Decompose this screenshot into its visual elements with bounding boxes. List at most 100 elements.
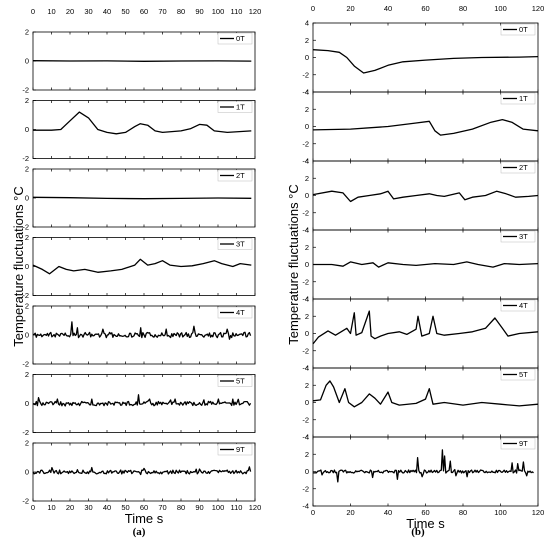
subplot-1T: -4 -2 0 2 4 1T xyxy=(302,88,539,166)
y-axis-title: Temperature fluctuations °C xyxy=(286,184,301,345)
y-tick-label: 0 xyxy=(305,329,309,338)
x-tick-label: 110 xyxy=(231,503,243,512)
series-line-0T xyxy=(312,49,539,74)
series-line-1T xyxy=(33,111,252,135)
x-axis-title: Time s xyxy=(406,516,445,531)
top-x-tick-label: 90 xyxy=(195,7,203,16)
legend-label: 2T xyxy=(236,171,245,180)
y-tick-label: 2 xyxy=(25,96,29,105)
legend-box xyxy=(217,32,253,45)
subplot-2T: -2 0 2 2T xyxy=(22,165,256,232)
legend-label: 2T xyxy=(519,163,528,172)
legend-box xyxy=(500,23,536,36)
x-tick-label: 20 xyxy=(66,503,74,512)
y-tick-label: -2 xyxy=(22,428,29,437)
y-tick-label: 0 xyxy=(25,468,29,477)
top-x-tick-label: 0 xyxy=(311,4,315,13)
y-tick-label: -2 xyxy=(22,86,29,95)
y-tick-label: 4 xyxy=(305,226,309,235)
y-tick-label: 4 xyxy=(305,19,309,28)
y-tick-label: 2 xyxy=(305,36,309,45)
top-x-tick-label: 0 xyxy=(31,7,35,16)
y-tick-label: -4 xyxy=(302,295,309,304)
y-tick-label: 0 xyxy=(25,125,29,134)
legend-box xyxy=(217,169,253,182)
x-tick-label: 100 xyxy=(494,508,507,517)
y-tick-label: 2 xyxy=(305,381,309,390)
y-tick-label: 0 xyxy=(25,262,29,271)
y-tick-label: -2 xyxy=(22,223,29,232)
legend-label: 0T xyxy=(519,25,528,34)
legend-box xyxy=(217,101,253,113)
y-tick-label: 2 xyxy=(25,302,29,311)
x-tick-label: 80 xyxy=(459,508,467,517)
y-tick-label: -4 xyxy=(302,226,309,235)
chart-panel-a: 0 10 20 30 40 50 60 70 80 90 100 110 120-2020T-2021T… xyxy=(11,7,261,538)
series-line-9T xyxy=(313,449,534,483)
y-tick-label: -2 xyxy=(302,277,309,286)
y-tick-label: 2 xyxy=(25,439,29,448)
legend-box xyxy=(217,238,253,250)
legend-label: 5T xyxy=(236,377,245,386)
legend-label: 1T xyxy=(236,103,245,112)
y-tick-label: 2 xyxy=(305,450,309,459)
y-tick-label: 0 xyxy=(305,260,309,269)
y-tick-label: 2 xyxy=(305,243,309,252)
x-tick-label: 60 xyxy=(140,503,148,512)
series-line-2T xyxy=(32,196,252,200)
series-line-5T xyxy=(312,380,539,408)
subplot-5T: -4 -2 0 2 4 5T xyxy=(302,364,539,442)
top-x-tick-label: 80 xyxy=(177,7,185,16)
subplot-3T: -4 -2 0 2 4 3T xyxy=(302,226,539,304)
x-tick-label: 120 xyxy=(532,508,545,517)
y-tick-label: 0 xyxy=(25,194,29,203)
legend-box xyxy=(217,306,253,319)
legend-label: 1T xyxy=(519,94,528,103)
legend-label: 5T xyxy=(519,370,528,379)
top-x-tick-label: 30 xyxy=(84,7,92,16)
y-tick-label: -4 xyxy=(302,502,309,511)
y-tick-label: -2 xyxy=(22,360,29,369)
series-line-5T xyxy=(32,394,252,407)
y-tick-label: 2 xyxy=(25,370,29,379)
subplot-5T: -2 0 2 5T xyxy=(22,370,256,437)
x-tick-label: 100 xyxy=(212,503,225,512)
y-tick-label: -4 xyxy=(302,433,309,442)
legend-box xyxy=(500,368,536,381)
series-line-4T xyxy=(312,310,539,345)
subplot-1T: -2 0 2 1T xyxy=(22,96,256,163)
y-tick-label: 2 xyxy=(305,105,309,114)
y-tick-label: -2 xyxy=(22,497,29,506)
y-tick-label: -4 xyxy=(302,88,309,97)
y-tick-label: 2 xyxy=(305,312,309,321)
y-tick-label: 2 xyxy=(25,28,29,37)
y-tick-label: -2 xyxy=(302,415,309,424)
series-line-4T xyxy=(32,321,252,340)
x-tick-label: 80 xyxy=(177,503,185,512)
y-tick-label: -2 xyxy=(302,70,309,79)
legend-label: 9T xyxy=(236,445,245,454)
series-line-3T xyxy=(313,261,539,268)
legend-box xyxy=(500,161,536,174)
x-tick-label: 90 xyxy=(195,503,203,512)
top-x-tick-label: 100 xyxy=(494,4,507,13)
top-x-tick-label: 110 xyxy=(231,7,243,16)
legend-label: 3T xyxy=(519,232,528,241)
top-x-tick-label: 20 xyxy=(346,4,354,13)
legend-label: 4T xyxy=(519,301,528,310)
x-tick-label: 40 xyxy=(103,503,111,512)
series-line-9T xyxy=(32,466,252,476)
series-line-3T xyxy=(32,258,252,275)
y-tick-label: 2 xyxy=(25,233,29,242)
top-x-tick-label: 20 xyxy=(66,7,74,16)
legend-label: 9T xyxy=(519,439,528,448)
x-tick-label: 10 xyxy=(47,503,55,512)
y-tick-label: -2 xyxy=(302,139,309,148)
y-tick-label: 4 xyxy=(305,364,309,373)
subplot-9T: -4 -2 0 2 4 9T xyxy=(302,433,539,511)
subplot-0T: -4 -2 0 2 4 0T xyxy=(302,19,539,97)
top-x-tick-label: 100 xyxy=(212,7,225,16)
y-tick-label: 2 xyxy=(305,174,309,183)
chart-panel-b: 0 20 40 60 80 100 120-4-20240T-4-20241T-4-2024… xyxy=(286,4,544,538)
